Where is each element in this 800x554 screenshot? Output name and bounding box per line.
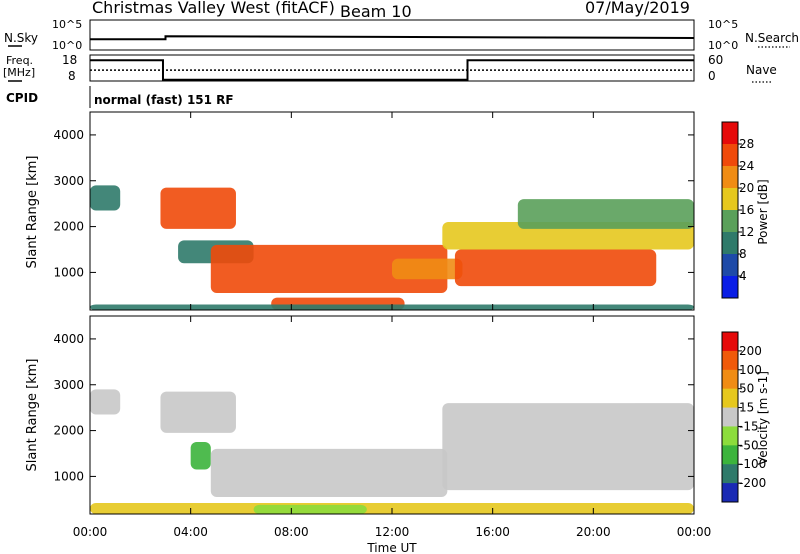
data-region-4	[442, 403, 694, 491]
colorbar-segment	[722, 464, 738, 484]
colorbar-segment	[722, 232, 738, 255]
y-tick-label: 2000	[53, 220, 84, 234]
data-region-0	[90, 389, 121, 415]
data-region-2	[190, 442, 211, 470]
nsky-series	[90, 35, 695, 41]
x-tick-label: 00:00	[677, 525, 712, 539]
x-tick-label: 04:00	[173, 525, 208, 539]
colorbar-tick-label: 28	[739, 137, 754, 151]
data-region-7	[454, 249, 657, 287]
noise-left-tick-bottom: 10^0	[52, 39, 82, 52]
y-tick-label: 4000	[53, 128, 84, 142]
power-colorbar-label: Power [dB]	[756, 179, 770, 244]
colorbar-tick-label: -100	[739, 457, 766, 471]
x-tick-label: 20:00	[576, 525, 611, 539]
data-region-0	[90, 185, 121, 211]
colorbar-tick-label: 16	[739, 203, 754, 217]
x-tick-label: 08:00	[274, 525, 309, 539]
colorbar-segment	[722, 254, 738, 277]
data-region-6	[253, 504, 367, 514]
colorbar-segment	[722, 332, 738, 352]
freq-strip: Freq. [MHz] 18 8 60 0 Nave	[3, 53, 777, 83]
colorbar-frame	[721, 331, 739, 503]
colorbar-segment	[722, 426, 738, 446]
station-title: Christmas Valley West (fitACF)	[92, 0, 335, 17]
colorbar-segment	[722, 388, 738, 409]
y-tick-label: 3000	[53, 174, 84, 188]
velocity-colorbar: 200 100 50 15 -15 -50 -100 -200	[721, 331, 766, 503]
colorbar-segment	[722, 122, 738, 145]
velocity-y-ticks: 1000 2000 3000 4000	[53, 332, 694, 483]
colorbar-segment	[722, 483, 738, 503]
x-axis-label: Time UT	[366, 541, 417, 554]
freq-strip-frame	[89, 54, 695, 82]
cpid-label: CPID	[6, 91, 38, 105]
noise-strip: N.Sky 10^5 10^0 10^5 10^0 N.Search	[4, 18, 799, 52]
data-region-3	[210, 244, 448, 294]
data-region-3	[210, 448, 448, 498]
power-y-axis-label: Slant Range [km]	[25, 156, 40, 269]
x-tick-label: 16:00	[475, 525, 510, 539]
y-tick-label: 1000	[53, 265, 84, 279]
velocity-panel: 1000 2000 3000 4000 Slant Range [km]	[25, 315, 695, 515]
date-label: 07/May/2019	[585, 0, 690, 17]
velocity-colorbar-label: Velocity [m s-1]	[756, 371, 770, 465]
data-region-5	[392, 258, 463, 280]
freq-label-line1: Freq.	[6, 54, 33, 67]
data-region-1	[160, 187, 236, 229]
nsearch-label: N.Search	[745, 31, 799, 45]
freq-left-tick-bottom: 8	[68, 69, 76, 83]
colorbar-tick-label: 20	[739, 181, 754, 195]
colorbar-segment	[722, 144, 738, 167]
y-tick-label: 2000	[53, 424, 84, 438]
x-tick-label: 12:00	[375, 525, 410, 539]
y-tick-label: 3000	[53, 378, 84, 392]
colorbar-segment	[722, 407, 738, 427]
cpid-value: normal (fast) 151 RF	[94, 93, 234, 107]
colorbar-tick-label: 4	[739, 269, 747, 283]
colorbar-tick-label: 8	[739, 247, 747, 261]
colorbar-segment	[722, 210, 738, 233]
colorbar-tick-label: -15	[739, 419, 759, 433]
colorbar-tick-label: -200	[739, 476, 766, 490]
freq-right-tick-bottom: 0	[708, 69, 716, 83]
velocity-y-axis-label: Slant Range [km]	[25, 359, 40, 472]
data-region-1	[160, 391, 236, 433]
noise-right-tick-bottom: 10^0	[708, 39, 738, 52]
colorbar-segment	[722, 350, 738, 371]
power-panel: 1000 2000 3000 4000 Slant Range [km]	[25, 111, 695, 311]
freq-label-line2: [MHz]	[3, 66, 35, 79]
noise-strip-frame	[89, 19, 695, 51]
colorbar-tick-label: 15	[739, 401, 754, 415]
colorbar-tick-label: 24	[739, 159, 754, 173]
y-tick-label: 1000	[53, 469, 84, 483]
power-colorbar: 28 24 20 16 12 8 4	[721, 121, 754, 299]
data-region-8	[517, 199, 694, 229]
noise-left-tick-top: 10^5	[52, 18, 82, 31]
colorbar-segment	[722, 188, 738, 211]
freq-series	[90, 59, 694, 81]
colorbar-tick-label: -50	[739, 438, 759, 452]
power-y-ticks: 1000 2000 3000 4000	[53, 128, 694, 279]
colorbar-tick-label: 100	[739, 363, 762, 377]
colorbar-segment	[722, 166, 738, 189]
beam-label: Beam 10	[340, 2, 412, 21]
freq-left-tick-top: 18	[62, 53, 77, 67]
noise-right-tick-top: 10^5	[708, 18, 738, 31]
x-tick-label: 00:00	[73, 525, 108, 539]
colorbar-tick-label: 12	[739, 225, 754, 239]
freq-right-tick-top: 60	[708, 53, 723, 67]
colorbar-tick-label: 50	[739, 382, 754, 396]
x-axis: 00:00 04:00 08:00 12:00 16:00 20:00 00:00	[73, 112, 712, 539]
colorbar-segment	[722, 276, 738, 299]
nave-label: Nave	[746, 63, 777, 77]
nsky-label: N.Sky	[4, 31, 38, 45]
colorbar-segment	[722, 445, 738, 465]
colorbar-segment	[722, 369, 738, 390]
y-tick-label: 4000	[53, 332, 84, 346]
colorbar-tick-label: 200	[739, 344, 762, 358]
